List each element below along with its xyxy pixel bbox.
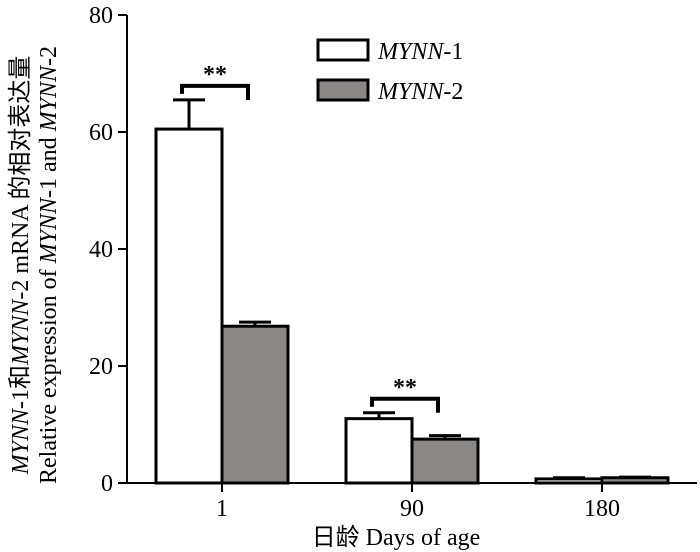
- x-tick-label-180: 180: [584, 496, 620, 522]
- y-axis-title-line1: MYNN-1和MYNN-2 mRNA 的相对表达量: [7, 56, 34, 476]
- y-tick-label-0: 0: [101, 471, 113, 497]
- legend-label-MYNN-1: MYNN-1: [377, 39, 463, 65]
- y-tick-label-40: 40: [89, 237, 113, 263]
- legend-swatch-MYNN-2: [316, 78, 370, 102]
- x-tick-label-1: 1: [216, 496, 228, 522]
- legend: MYNN-1 MYNN-2: [316, 38, 463, 105]
- bar-MYNN-1-180: [534, 477, 604, 485]
- x-axis-title: 日龄 Days of age: [312, 524, 481, 551]
- y-axis-title-line2: Relative expression of MYNN-1 and MYNN-2: [36, 46, 62, 484]
- significance-label-90: **: [393, 375, 417, 401]
- significance-bracket-1: [180, 83, 250, 100]
- y-tick-label-80: 80: [89, 3, 113, 29]
- significance-markers: ** **: [180, 62, 440, 413]
- legend-label-MYNN-2: MYNN-2: [377, 79, 463, 105]
- significance-label-1: **: [203, 62, 227, 88]
- bar-MYNN-1-1: [154, 127, 224, 485]
- bar-MYNN-1-90: [344, 417, 414, 485]
- bar-MYNN-2-90: [410, 437, 480, 485]
- x-axis: 1 90 180: [127, 482, 697, 522]
- legend-swatch-MYNN-1: [316, 38, 370, 62]
- y-tick-label-60: 60: [89, 120, 113, 146]
- bar-MYNN-2-1: [220, 324, 290, 485]
- significance-bracket-90: [370, 396, 440, 413]
- bars: [154, 127, 670, 485]
- y-tick-label-20: 20: [89, 354, 113, 380]
- y-axis: 0 20 40 60 80: [89, 3, 128, 497]
- error-bars: [173, 98, 651, 480]
- x-tick-label-90: 90: [400, 496, 424, 522]
